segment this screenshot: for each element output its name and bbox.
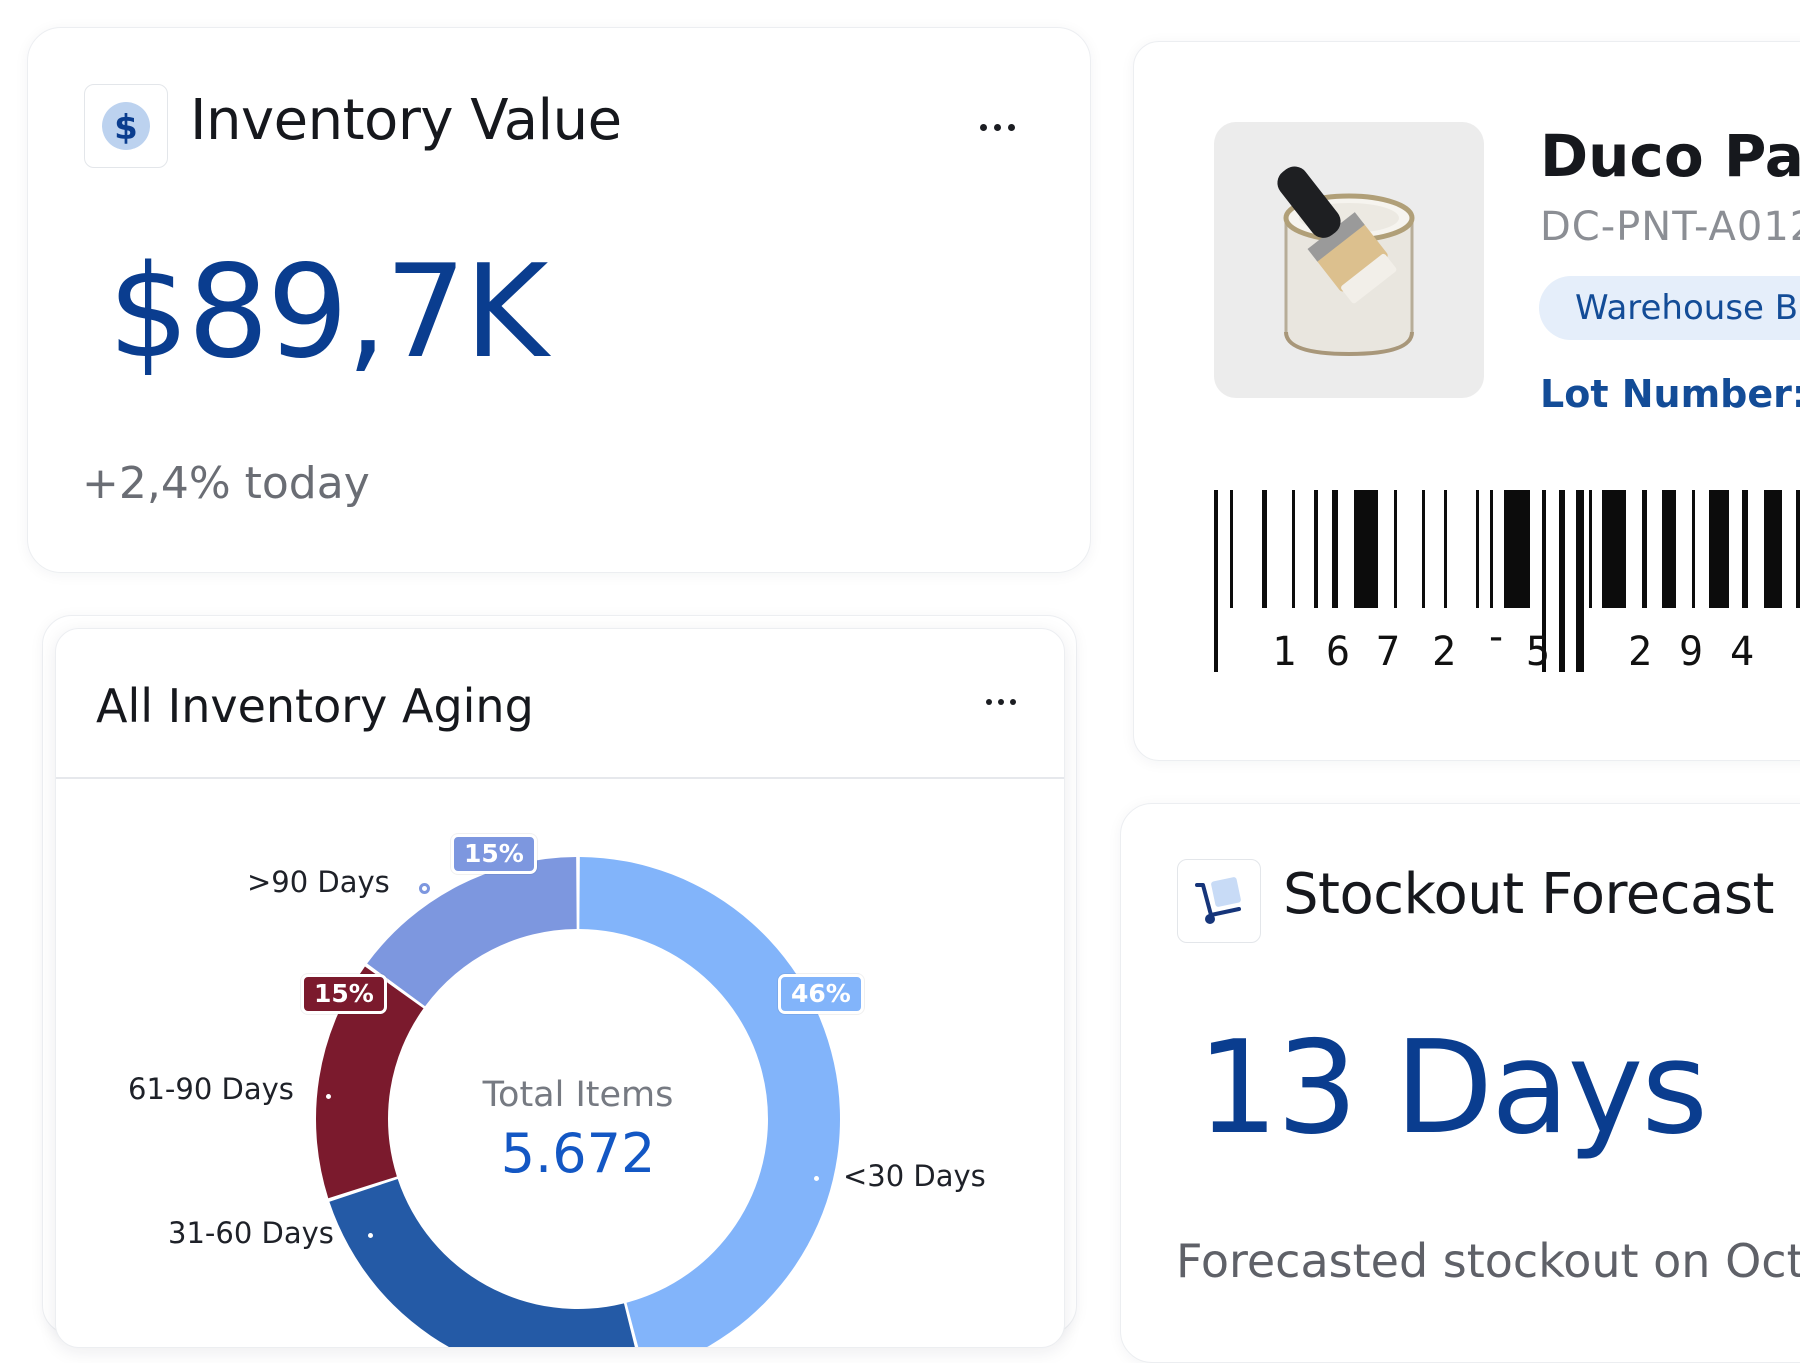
barcode-bar — [1559, 490, 1565, 672]
paint-can-icon — [1277, 166, 1415, 357]
barcode-digit: 2 — [1432, 629, 1456, 675]
aging-title: All Inventory Aging — [96, 679, 534, 733]
stockout-forecast-card: Stockout Forecast 13 Days Forecasted sto… — [1120, 803, 1800, 1363]
aging-dot-61-90 — [323, 1091, 334, 1102]
inventory-value-card: $ Inventory Value $89,7K +2,4% today — [27, 27, 1091, 573]
barcode-bar — [1542, 490, 1546, 672]
barcode-bar — [1576, 490, 1584, 672]
aging-pill-61-90: 15% — [301, 974, 387, 1014]
barcode-bar — [1332, 490, 1338, 608]
aging-dot-over-90 — [419, 883, 430, 894]
aging-dot-31-60 — [365, 1230, 376, 1241]
aging-label-under-30: <30 Days — [843, 1159, 986, 1193]
barcode-bar — [1504, 490, 1530, 608]
stockout-days: 13 Days — [1197, 1014, 1708, 1163]
barcode-digit: 7 — [1376, 629, 1400, 675]
donut-center-value: 5.672 — [501, 1122, 656, 1185]
barcode-bar — [1490, 490, 1493, 608]
stockout-icon-box — [1177, 859, 1261, 943]
barcode-bar — [1230, 490, 1233, 608]
aging-donut-chart: Total Items 5.672 — [315, 857, 840, 1348]
barcode-digit: 2 — [1628, 629, 1652, 675]
aging-divider — [56, 777, 1064, 779]
inventory-more-menu[interactable] — [980, 124, 1015, 131]
aging-label-31-60: 31-60 Days — [168, 1216, 334, 1250]
barcode-bar — [1764, 490, 1782, 608]
hand-truck-icon — [1194, 876, 1241, 924]
inventory-value-amount: $89,7K — [108, 238, 548, 387]
barcode-bar — [1292, 490, 1295, 608]
aging-pill-over-90: 15% — [451, 834, 537, 874]
lot-number-key: Lot Number: — [1540, 372, 1800, 416]
barcode-bar — [1742, 490, 1748, 608]
donut-slice-2[interactable] — [315, 966, 424, 1199]
barcode-bar — [1642, 490, 1647, 608]
barcode-bar — [1709, 490, 1729, 608]
donut-slice-3[interactable] — [367, 857, 577, 1007]
stockout-subtitle: Forecasted stockout on Oct — [1176, 1234, 1800, 1288]
donut-center-label: Total Items — [482, 1075, 674, 1115]
product-name: Duco Pain — [1540, 122, 1800, 190]
barcode-bar — [1394, 490, 1397, 608]
barcode-bar — [1662, 490, 1676, 608]
stockout-title: Stockout Forecast — [1283, 862, 1774, 927]
donut-slice-0[interactable] — [579, 857, 840, 1348]
aging-label-over-90: >90 Days — [247, 865, 390, 899]
barcode-bar — [1262, 490, 1267, 608]
svg-text:$: $ — [114, 108, 138, 148]
barcode-bar — [1476, 490, 1479, 608]
barcode-digit: 5 — [1526, 629, 1550, 675]
barcode-bar — [1692, 490, 1695, 608]
barcode-bar — [1214, 490, 1218, 672]
barcode-bar — [1444, 490, 1447, 608]
aging-pill-under-30: 46% — [778, 974, 864, 1014]
product-card: Duco Pain DC-PNT-A012 Lot Number: LC 1 6… — [1133, 41, 1800, 761]
barcode-digit: - — [1484, 614, 1508, 660]
warehouse-badge[interactable]: Warehouse B — [1539, 276, 1800, 340]
dollar-icon: $ — [101, 101, 150, 150]
aging-dot-under-30 — [811, 1173, 822, 1184]
product-image — [1214, 122, 1484, 398]
inventory-value-change: +2,4% today — [82, 458, 370, 509]
aging-card: All Inventory Aging Total Items 5.672 15… — [55, 628, 1065, 1348]
barcode-digit: 1 — [1272, 629, 1296, 675]
barcode-bar — [1602, 490, 1626, 608]
dollar-icon-box: $ — [84, 84, 168, 168]
barcode-bar — [1354, 490, 1378, 608]
donut-slice-1[interactable] — [329, 1178, 641, 1348]
barcode-bar — [1796, 490, 1800, 608]
product-barcode: 1 6 7 2 - 5 2 9 4 — [1214, 490, 1800, 675]
barcode-bar — [1314, 490, 1318, 608]
barcode-bar — [1589, 490, 1592, 608]
product-sku: DC-PNT-A012 — [1540, 204, 1800, 250]
inventory-value-title: Inventory Value — [190, 88, 622, 153]
barcode-digit: 6 — [1326, 629, 1350, 675]
lot-number-label: Lot Number: LC — [1540, 372, 1800, 416]
barcode-bar — [1422, 490, 1425, 608]
aging-more-menu[interactable] — [986, 699, 1016, 705]
barcode-digit: 4 — [1730, 629, 1754, 675]
aging-label-61-90: 61-90 Days — [128, 1072, 294, 1106]
barcode-digit: 9 — [1679, 629, 1703, 675]
